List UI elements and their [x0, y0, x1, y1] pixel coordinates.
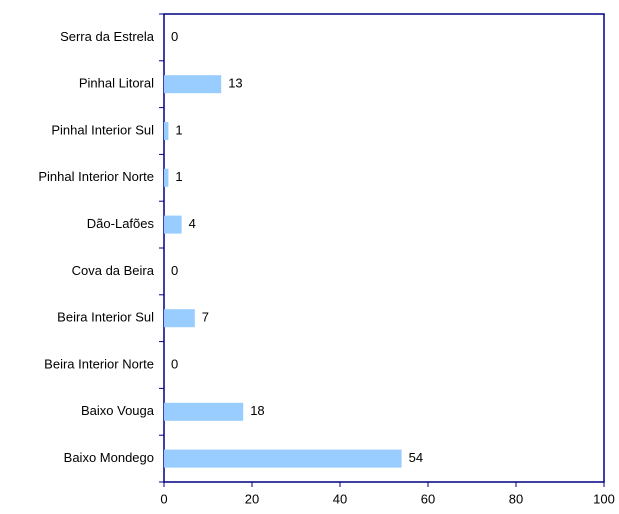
bar — [164, 402, 244, 421]
value-label: 13 — [228, 76, 242, 91]
x-tick-label: 40 — [333, 491, 347, 506]
bar — [164, 122, 169, 140]
y-tick-label: Pinhal Interior Norte — [38, 169, 154, 184]
bar — [164, 168, 169, 187]
bar — [164, 309, 195, 328]
bar — [164, 75, 222, 94]
x-tick-label: 80 — [509, 491, 523, 506]
x-tick-label: 20 — [245, 491, 259, 506]
value-label: 0 — [171, 356, 178, 371]
y-tick-label: Beira Interior Norte — [44, 356, 154, 371]
y-tick-label: Cova da Beira — [72, 263, 155, 278]
value-label: 54 — [409, 450, 423, 465]
value-label: 1 — [175, 169, 182, 184]
y-tick-label: Serra da Estrela — [60, 29, 155, 44]
value-label: 18 — [250, 403, 264, 418]
y-tick-label: Baixo Mondego — [64, 450, 154, 465]
value-label: 4 — [189, 216, 196, 231]
bar — [164, 215, 182, 234]
y-tick-label: Dão-Lafões — [87, 216, 155, 231]
value-label: 1 — [175, 122, 182, 137]
x-tick-label: 0 — [160, 491, 167, 506]
x-tick-label: 100 — [593, 491, 615, 506]
bar — [164, 449, 402, 468]
value-label: 0 — [171, 29, 178, 44]
x-tick-label: 60 — [421, 491, 435, 506]
y-tick-label: Pinhal Interior Sul — [51, 122, 154, 137]
y-tick-label: Pinhal Litoral — [79, 76, 154, 91]
value-label: 0 — [171, 263, 178, 278]
value-label: 7 — [202, 310, 209, 325]
y-tick-label: Beira Interior Sul — [57, 310, 154, 325]
y-tick-label: Baixo Vouga — [81, 403, 155, 418]
